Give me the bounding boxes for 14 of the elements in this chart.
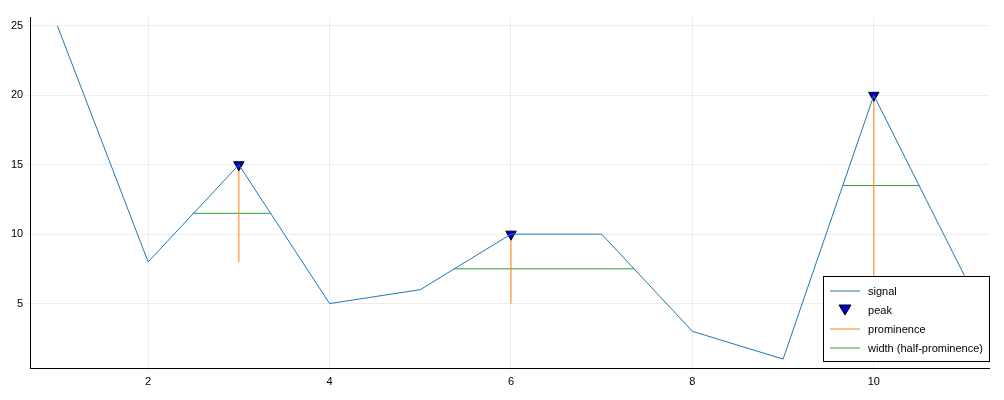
y-tick-label: 25 <box>10 18 24 31</box>
y-tick-label: 15 <box>10 157 24 170</box>
legend-label: peak <box>868 303 892 316</box>
y-tick-label: 20 <box>10 88 24 101</box>
legend-label: width (half-prominence) <box>868 341 983 354</box>
x-tick-label: 6 <box>507 375 515 388</box>
legend-label: prominence <box>868 322 926 335</box>
x-tick-label: 2 <box>145 375 152 388</box>
x-tick-label: 4 <box>326 375 333 388</box>
y-tick-label: 10 <box>10 227 24 240</box>
y-tick-label: 5 <box>17 296 24 309</box>
legend-label: signal <box>868 284 897 297</box>
x-tick-label: 8 <box>689 375 696 388</box>
x-tick-label: 10 <box>867 375 880 388</box>
